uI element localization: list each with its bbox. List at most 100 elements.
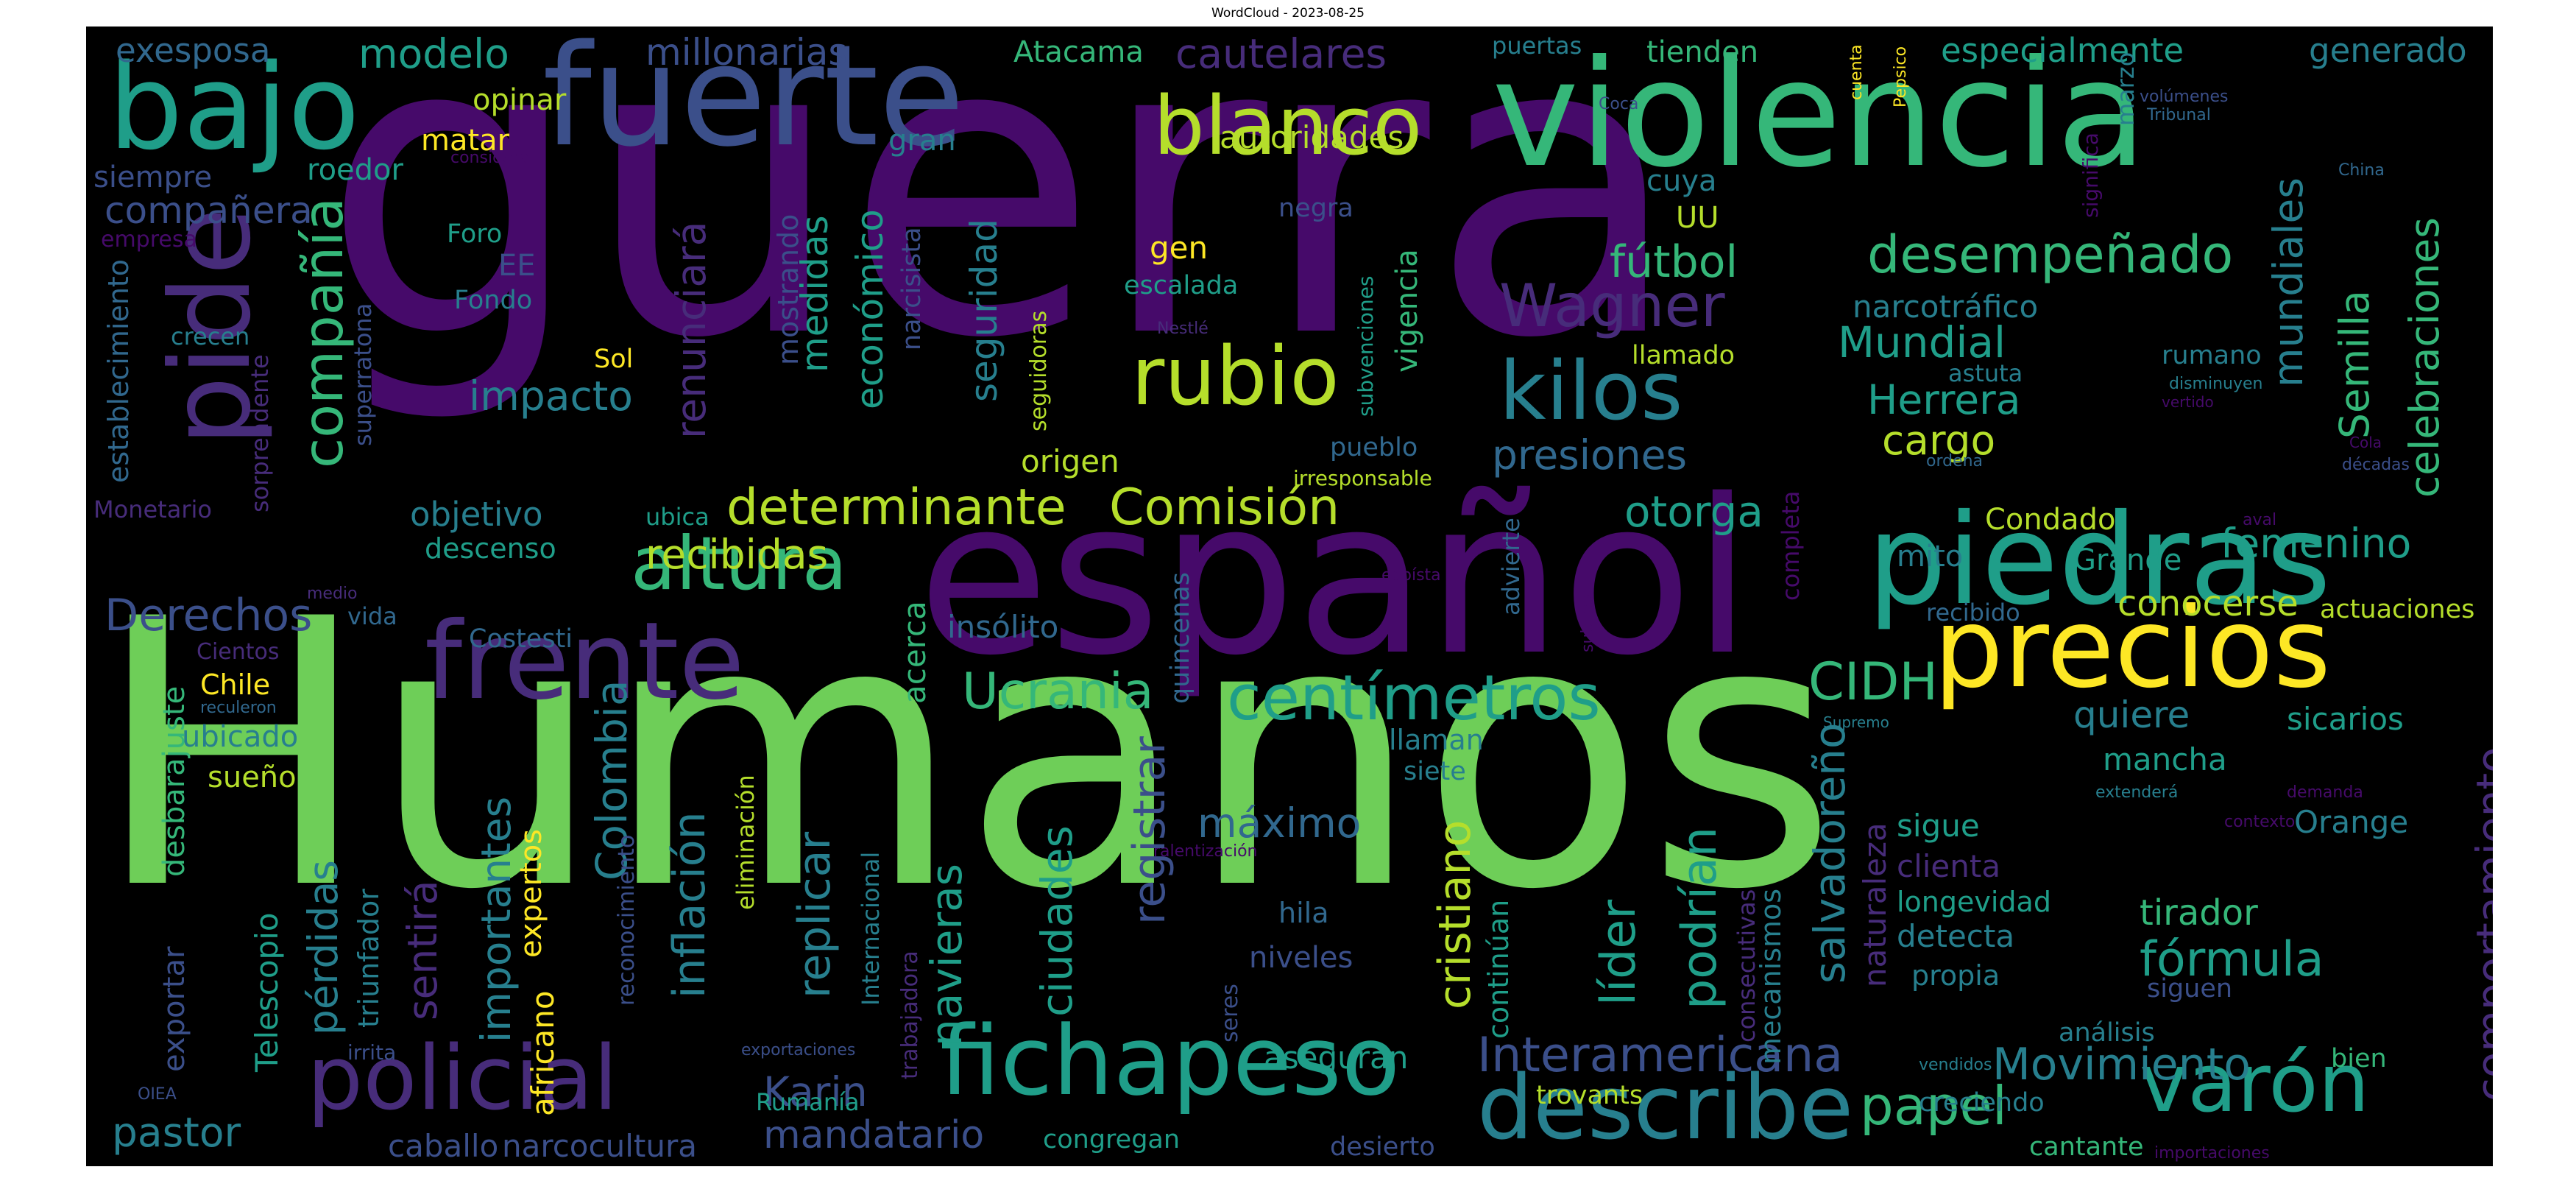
word-cloud-word: establecimiento xyxy=(102,258,135,483)
word-cloud-word: cantante xyxy=(2029,1132,2144,1162)
word-cloud-word: registrar xyxy=(1124,736,1175,925)
word-cloud-word: seres xyxy=(1217,984,1243,1043)
word-cloud-word: cautelares xyxy=(1175,30,1387,77)
word-cloud-word: celebraciones xyxy=(2401,217,2448,498)
word-cloud-word: reconocimiento xyxy=(614,834,640,1006)
word-cloud-word: cristiano xyxy=(1429,819,1481,1009)
word-cloud-word: cargo xyxy=(1882,417,1996,464)
word-cloud-word: sigue xyxy=(1897,808,1980,844)
word-cloud-word: China xyxy=(2338,161,2385,180)
word-cloud-word: crecen xyxy=(171,322,250,350)
word-cloud-word: origen xyxy=(1021,443,1119,479)
word-cloud-word: demanda xyxy=(2287,783,2363,802)
word-cloud-word: kilos xyxy=(1499,344,1683,438)
word-cloud-word: exportaciones xyxy=(741,1041,856,1059)
word-cloud-word: roedor xyxy=(307,153,403,187)
word-cloud-word: desempeñado xyxy=(1867,225,2234,285)
word-cloud-word: Ucrania xyxy=(962,663,1154,721)
word-cloud-word: significa xyxy=(2078,133,2103,218)
word-cloud-word: conocerse xyxy=(2117,583,2299,624)
word-cloud-word: vendidos xyxy=(1919,1056,1992,1074)
word-cloud-word: Karin xyxy=(763,1068,868,1115)
word-cloud-word: mandatario xyxy=(763,1113,985,1157)
word-cloud-word: vertido xyxy=(2162,393,2214,411)
word-cloud-word: décadas xyxy=(2342,456,2410,474)
word-cloud-word: sentirá xyxy=(399,880,446,1020)
word-cloud-word: líder xyxy=(1591,899,1646,1006)
word-cloud-word: quincenas xyxy=(1166,572,1195,704)
word-cloud-word: autoridades xyxy=(1220,119,1404,155)
word-cloud-word: ciudades xyxy=(1032,825,1082,1017)
word-cloud-word: mundiales xyxy=(2265,177,2312,387)
word-cloud-word: centímetros xyxy=(1227,662,1601,735)
word-cloud-word: opinar xyxy=(473,83,567,117)
word-cloud-word: escalada xyxy=(1124,271,1239,300)
word-cloud-word: irresponsable xyxy=(1293,466,1432,490)
word-cloud-word: fútbol xyxy=(1610,236,1738,288)
word-cloud-word: trabajadora xyxy=(897,950,923,1079)
word-cloud-word: hila xyxy=(1278,897,1329,929)
word-cloud-word: medio xyxy=(307,585,358,603)
word-cloud-word: Pepsico xyxy=(1892,46,1910,107)
word-cloud-word: aval xyxy=(2243,511,2277,529)
word-cloud-word: creciendo xyxy=(1919,1088,2045,1118)
word-cloud-word: podrían xyxy=(1672,826,1727,1009)
word-cloud-word: tienden xyxy=(1646,35,1759,69)
word-cloud-word: piedras xyxy=(1867,487,2332,633)
word-cloud-word: análisis xyxy=(2059,1018,2155,1048)
word-cloud-word: exesposa xyxy=(116,31,271,70)
word-cloud-word: modelo xyxy=(358,30,509,77)
word-cloud-word: Derechos xyxy=(105,590,313,641)
word-cloud-word: Semilla xyxy=(2331,290,2378,439)
word-cloud-word: congregan xyxy=(1043,1125,1181,1154)
word-cloud-word: siempre xyxy=(93,161,213,194)
word-cloud-word: Monetario xyxy=(93,495,212,523)
word-cloud-word: Orange xyxy=(2294,804,2409,840)
word-cloud-word: altura xyxy=(631,521,848,607)
word-cloud-word: exportar xyxy=(158,946,191,1072)
word-cloud-word: empresa xyxy=(101,227,197,253)
word-cloud-word: objetivo xyxy=(410,495,543,534)
word-cloud-word: blanco xyxy=(1153,79,1423,173)
word-cloud-word: máximo xyxy=(1197,800,1362,847)
word-cloud-word: desbarajuste xyxy=(158,685,191,877)
word-cloud-word: Costesti xyxy=(469,624,573,654)
word-cloud-word: llaman xyxy=(1389,724,1484,756)
word-cloud-word: seguidoras xyxy=(1026,310,1052,431)
word-cloud-word: Chile xyxy=(200,669,271,701)
word-cloud-canvas: guerra Humanos español violencia fuerte bajo p… xyxy=(86,27,2493,1166)
word-cloud-word: vida xyxy=(347,602,397,630)
word-cloud-word: marzo xyxy=(2112,52,2140,126)
word-cloud-word: propia xyxy=(1911,959,2000,992)
word-cloud-word: niveles xyxy=(1249,941,1354,975)
word-cloud-word: mecanismos xyxy=(1755,888,1787,1065)
word-cloud-word: Supremo xyxy=(1823,713,1889,731)
word-cloud-word: papel xyxy=(1860,1075,2007,1137)
word-cloud-word: recibidas xyxy=(645,531,829,578)
word-cloud-word: extenderá xyxy=(2095,783,2179,802)
word-cloud-word: matar xyxy=(421,124,510,158)
word-cloud-word: volúmenes xyxy=(2140,88,2229,106)
word-cloud-word: subvenciones xyxy=(1354,275,1378,417)
word-cloud-word: trovants xyxy=(1536,1081,1643,1110)
word-cloud-word: Grande xyxy=(2073,543,2182,577)
word-cloud-word: clienta xyxy=(1897,848,2001,884)
figure-title: WordCloud - 2023-08-25 xyxy=(1211,6,1365,21)
word-cloud-word: continúan xyxy=(1482,899,1515,1039)
word-cloud-word: Interamericana xyxy=(1477,1028,1844,1083)
word-cloud-word: Atacama xyxy=(1013,35,1144,69)
word-cloud-word: actuaciones xyxy=(2320,595,2475,624)
word-cloud-word: Comisión xyxy=(1109,479,1340,537)
word-cloud-word: disminuyen xyxy=(2169,375,2263,393)
word-cloud-word: narcisista xyxy=(897,227,927,350)
word-cloud-word: superratona xyxy=(349,303,377,446)
word-cloud-word: UU xyxy=(1676,201,1719,235)
word-cloud-word: quiere xyxy=(2073,694,2190,736)
word-cloud-word: descenso xyxy=(425,532,556,565)
word-cloud-word: sueño xyxy=(208,761,297,794)
word-cloud-word: económico xyxy=(849,209,891,409)
word-cloud-word: Mundial xyxy=(1838,317,2006,367)
word-cloud-word: presiones xyxy=(1492,431,1688,479)
word-cloud-word: pueblo xyxy=(1330,433,1418,462)
word-cloud-word: sicarios xyxy=(2287,701,2404,737)
